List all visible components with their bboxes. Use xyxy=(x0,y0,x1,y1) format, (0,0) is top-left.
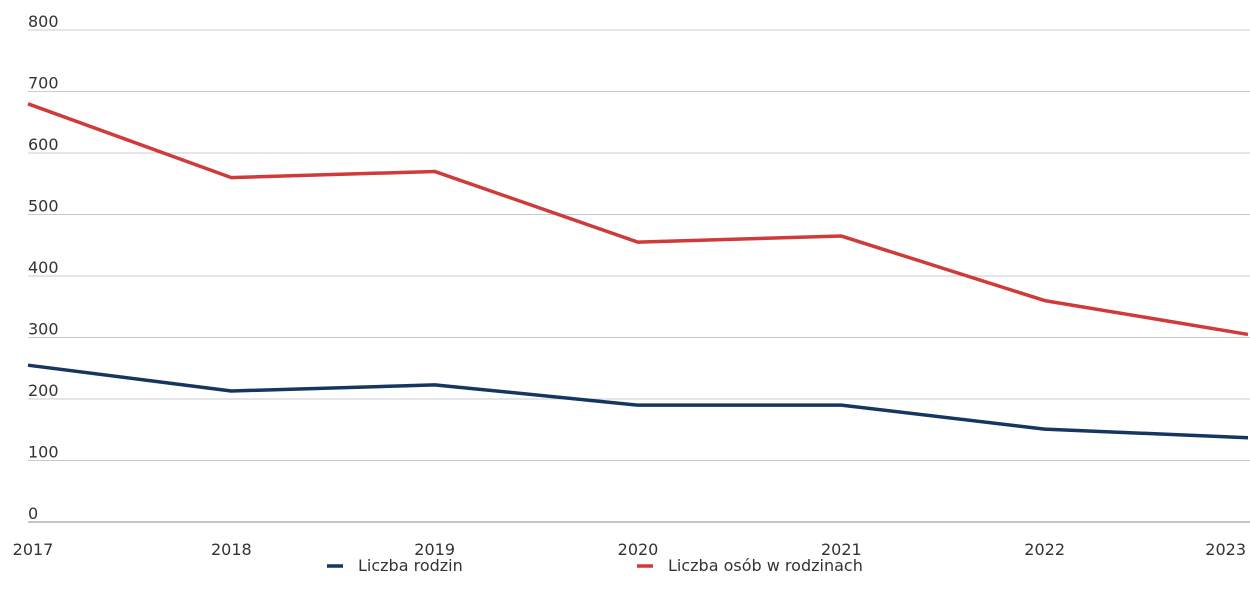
y-tick-label: 600 xyxy=(28,135,59,154)
legend-label: Liczba osób w rodzinach xyxy=(668,556,863,575)
y-tick-label: 100 xyxy=(28,443,59,462)
y-tick-label: 300 xyxy=(28,320,59,339)
x-tick-label: 2023 xyxy=(1205,540,1246,559)
y-tick-label: 800 xyxy=(28,12,59,31)
y-tick-label: 500 xyxy=(28,197,59,216)
y-tick-label: 0 xyxy=(28,504,38,523)
y-tick-label: 700 xyxy=(28,74,59,93)
x-tick-label: 2018 xyxy=(211,540,252,559)
series-line xyxy=(27,363,1249,440)
x-tick-label: 2017 xyxy=(13,540,54,559)
x-tick-label: 2021 xyxy=(821,540,862,559)
legend-label: Liczba rodzin xyxy=(358,556,463,575)
series-line xyxy=(27,102,1249,337)
x-tick-label: 2022 xyxy=(1024,540,1065,559)
x-tick-label: 2020 xyxy=(618,540,659,559)
x-tick-label: 2019 xyxy=(414,540,455,559)
y-tick-label: 400 xyxy=(28,258,59,277)
y-tick-label: 200 xyxy=(28,381,59,400)
